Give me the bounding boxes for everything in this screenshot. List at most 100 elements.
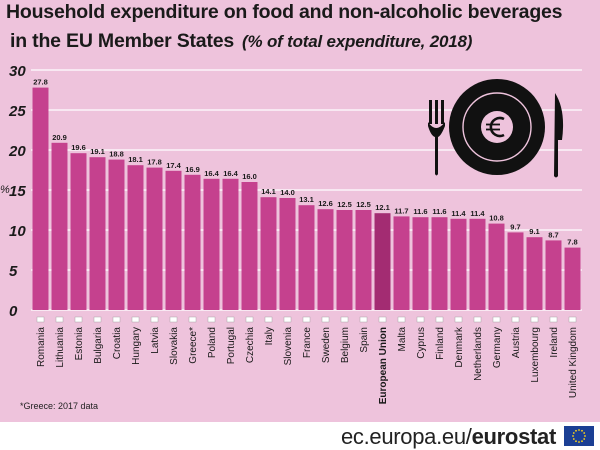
eu-star xyxy=(584,435,586,437)
flag-icon xyxy=(55,316,64,323)
value-label: 18.8 xyxy=(109,150,124,159)
x-tick-label: Hungary xyxy=(131,327,142,365)
flag-icon xyxy=(93,316,102,323)
value-labels: 27.8 20.9 19.6 19.1 18.8 18.1 17.8 17.4 16.9 16.4… xyxy=(33,78,578,247)
bar xyxy=(241,182,258,310)
bar xyxy=(507,232,524,310)
value-label: 11.6 xyxy=(432,207,446,216)
value-label: 19.6 xyxy=(71,143,86,152)
y-tick-label: 5 xyxy=(9,263,18,280)
x-tick-label: European Union xyxy=(378,327,389,404)
value-label: 12.6 xyxy=(318,199,333,208)
x-tick-label: Slovakia xyxy=(169,327,180,365)
bar xyxy=(32,87,49,310)
value-label: 9.7 xyxy=(510,222,520,231)
flag-icon xyxy=(131,316,140,323)
source-link-brand: eurostat xyxy=(471,424,557,449)
knife-icon xyxy=(554,93,564,178)
value-label: 11.7 xyxy=(394,206,408,215)
y-tick-label: 20 xyxy=(8,143,26,160)
flag-icon xyxy=(492,316,501,323)
eu-star xyxy=(581,440,583,443)
bar xyxy=(165,170,182,310)
value-label: 7.8 xyxy=(567,238,577,247)
bar xyxy=(222,178,239,310)
x-tick-label: Italy xyxy=(264,327,275,345)
x-tick-label: Bulgaria xyxy=(93,327,104,364)
value-label: 8.7 xyxy=(548,230,558,239)
bar xyxy=(127,165,144,310)
footer: ec.europa.eu/eurostat xyxy=(0,422,600,450)
value-label: 16.0 xyxy=(242,172,257,181)
x-tick-label: Ireland xyxy=(549,327,560,358)
bar xyxy=(279,198,296,310)
flag-icon xyxy=(112,316,121,323)
plate-illustration xyxy=(428,79,564,178)
bar xyxy=(374,213,391,310)
y-tick-label: 0 xyxy=(9,303,18,320)
value-label: 19.1 xyxy=(90,147,105,156)
flag-icon xyxy=(568,316,577,323)
chart-panel: Household expenditure on food and non-al… xyxy=(0,0,600,422)
flag-icon xyxy=(302,316,311,323)
bar xyxy=(431,217,448,310)
x-tick-label: Estonia xyxy=(74,327,85,361)
bar xyxy=(545,240,562,310)
eu-flag-icon xyxy=(564,426,594,446)
flag-icon xyxy=(36,316,45,323)
flag-icon xyxy=(378,316,387,323)
value-label: 11.6 xyxy=(413,207,427,216)
flag-icon xyxy=(416,316,425,323)
y-tick-label: 30 xyxy=(9,63,26,80)
flag-icon xyxy=(321,316,330,323)
bar xyxy=(203,178,220,310)
x-axis: Romania Lithuania Estonia Bulgaria Croatia Hu… xyxy=(36,326,579,404)
x-tick-label: Latvia xyxy=(150,327,161,354)
footnote: *Greece: 2017 data xyxy=(20,401,99,411)
x-tick-label: Austria xyxy=(511,327,522,359)
eu-star xyxy=(572,432,575,434)
bar xyxy=(317,209,334,310)
x-tick-label: Czechia xyxy=(245,327,256,364)
x-tick-label: Spain xyxy=(359,327,370,353)
source-link[interactable]: ec.europa.eu/eurostat xyxy=(341,424,556,450)
y-axis-label: % xyxy=(0,184,10,196)
value-label: 12.1 xyxy=(375,203,390,212)
eu-star xyxy=(583,438,586,440)
flag-icon xyxy=(359,316,368,323)
x-tick-label: Netherlands xyxy=(473,327,484,381)
flag-icon xyxy=(530,316,539,323)
value-label: 14.0 xyxy=(280,188,295,197)
bar xyxy=(260,197,277,310)
eu-star xyxy=(572,435,574,437)
flag-icon xyxy=(549,316,558,323)
bar xyxy=(51,142,68,310)
bar-chart: 0 5 10 15 20 25 30% 27.8 20.9 19.6 19.1 18.8 18.1 17… xyxy=(0,63,582,404)
flag-icon xyxy=(264,316,273,323)
flag-icon xyxy=(245,316,254,323)
bar xyxy=(146,167,163,310)
value-label: 10.8 xyxy=(489,214,504,223)
flag-icon xyxy=(511,316,520,323)
flag-icon xyxy=(150,316,159,323)
bar xyxy=(526,237,543,310)
y-axis: 0 5 10 15 20 25 30% xyxy=(0,63,26,320)
eu-star xyxy=(583,432,586,434)
value-label: 20.9 xyxy=(52,133,67,142)
x-tick-label: Luxembourg xyxy=(530,327,541,383)
country-flags xyxy=(36,316,577,323)
flag-icon xyxy=(169,316,178,323)
fork-icon xyxy=(428,100,445,176)
flag-icon xyxy=(283,316,292,323)
chart-subtitle: (% of total expenditure, 2018) xyxy=(242,32,473,51)
value-label: 14.1 xyxy=(261,187,276,196)
bar xyxy=(393,216,410,310)
source-link-prefix: ec.europa.eu/ xyxy=(340,424,472,449)
value-label: 18.1 xyxy=(128,155,143,164)
eu-star xyxy=(572,438,575,440)
value-label: 11.4 xyxy=(470,209,485,218)
value-label: 13.1 xyxy=(299,195,314,204)
value-label: 11.4 xyxy=(451,209,466,218)
flag-icon xyxy=(74,316,83,323)
